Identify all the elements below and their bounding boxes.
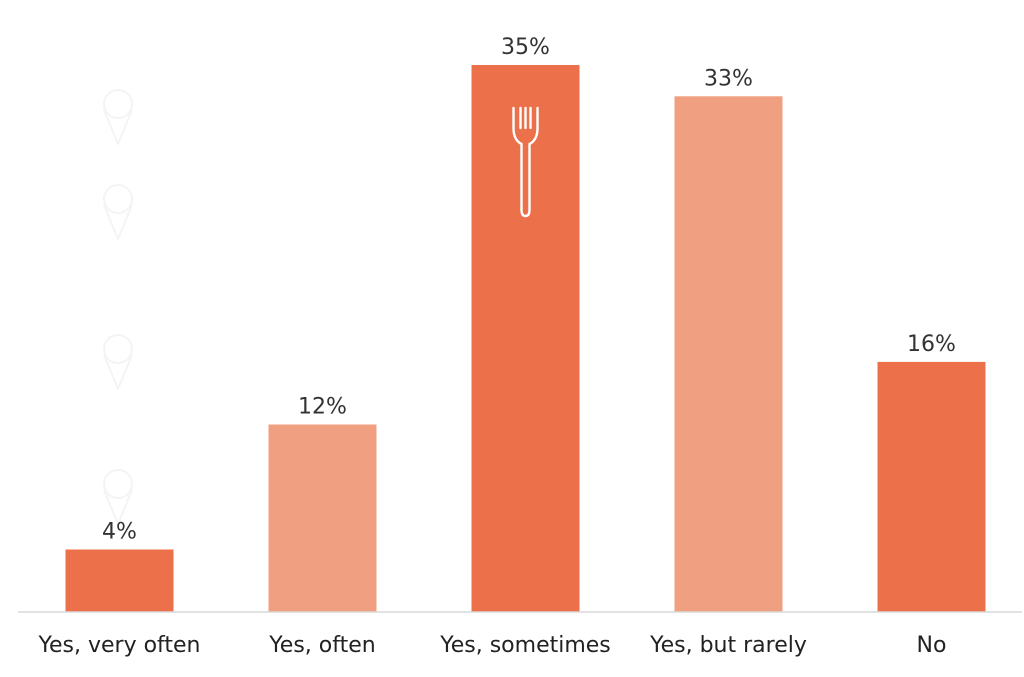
category-label-4: No xyxy=(917,633,947,658)
ice-cream-icon-1 xyxy=(103,184,133,240)
category-labels-group: Yes, very often Yes, often Yes, sometimes Y… xyxy=(37,633,946,658)
highlight-icon-group xyxy=(512,106,539,218)
background-decoration xyxy=(103,89,133,525)
ice-cream-icon-0 xyxy=(103,89,133,145)
category-label-0: Yes, very often xyxy=(37,633,200,658)
value-label-1: 12% xyxy=(298,395,347,420)
value-label-2: 35% xyxy=(501,35,550,60)
value-label-0: 4% xyxy=(102,520,137,545)
category-label-3: Yes, but rarely xyxy=(649,633,807,658)
bar-3 xyxy=(674,96,783,613)
bar-0 xyxy=(65,549,174,612)
bar-1 xyxy=(268,424,377,612)
ice-cream-icon-3 xyxy=(103,469,133,525)
category-label-1: Yes, often xyxy=(268,633,375,658)
bars-group xyxy=(65,65,986,613)
fork-icon xyxy=(512,106,539,218)
bar-4 xyxy=(877,361,986,612)
bar-2 xyxy=(471,65,580,612)
category-label-2: Yes, sometimes xyxy=(439,633,611,658)
value-labels-group: 4% 12% 35% 33% 16% xyxy=(102,35,956,545)
value-label-3: 33% xyxy=(704,66,753,91)
ice-cream-icon-2 xyxy=(103,334,133,390)
value-label-4: 16% xyxy=(907,332,956,357)
